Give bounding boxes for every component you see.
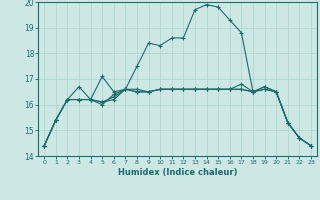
X-axis label: Humidex (Indice chaleur): Humidex (Indice chaleur): [118, 168, 237, 177]
